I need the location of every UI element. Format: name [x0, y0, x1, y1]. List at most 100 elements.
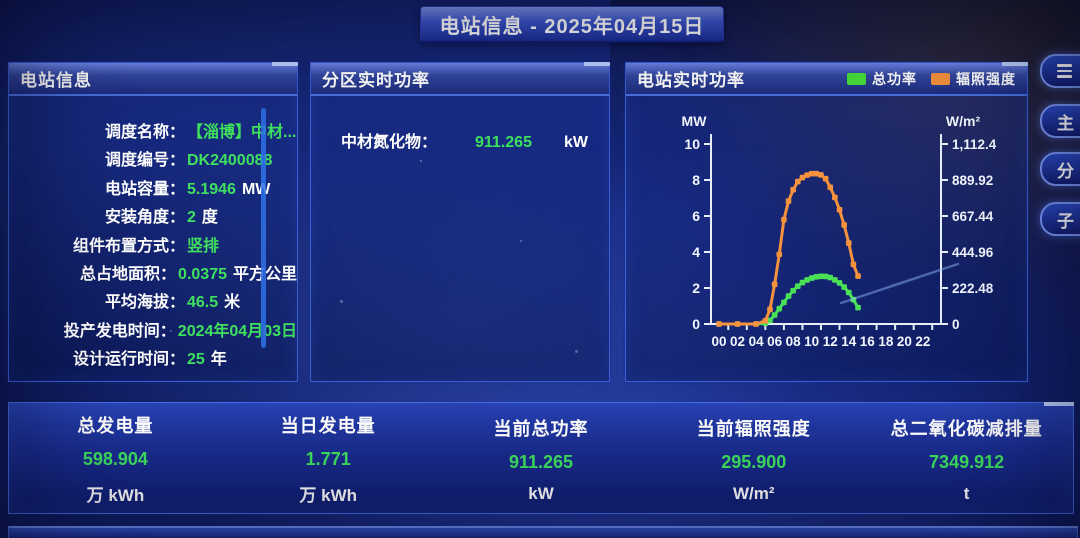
legend-swatch — [847, 72, 866, 85]
info-row-value: DK2400088 — [187, 152, 273, 170]
info-row-value: 2024年04月03日 — [177, 322, 297, 340]
station-info-header: 电站信息 — [9, 62, 298, 96]
info-row-value: 竖排 — [187, 237, 220, 255]
realtime-power-chart: MW W/m²10864201,112.4889.92667.44444.9622… — [682, 113, 997, 349]
stat-label: 当前辐照强度 — [696, 418, 811, 439]
svg-text:1,112.4: 1,112.4 — [952, 137, 997, 152]
svg-text:667.44: 667.44 — [952, 209, 994, 224]
station-info-rows: 调度名称： 【淄博】中材... 调度编号： DK2400088 电站容量： 5.1946 M… — [9, 96, 297, 374]
info-row: 总占地面积：0.0375平方公里 — [9, 260, 297, 288]
svg-text:4: 4 — [692, 244, 700, 260]
stat-value: 295.900 — [721, 451, 787, 472]
side-button-label: 主 — [1057, 113, 1074, 133]
svg-text:16: 16 — [860, 334, 876, 349]
info-row-label: 电站容量： — [104, 180, 185, 198]
info-row: 设计运行时间： 25 年 — [9, 345, 297, 373]
summary-stats-bar: 总发电量 598.904 万 kWh 当日发电量 1.771 万 kWh 当前总功率 911.… — [8, 402, 1074, 514]
stat-block: 总二氧化碳减排量 7349.912 t — [860, 403, 1073, 513]
stat-value: 1.771 — [305, 449, 351, 469]
zone-row-value: 911.265 — [475, 134, 532, 151]
stat-value: 911.265 — [508, 451, 574, 472]
svg-text:08: 08 — [786, 334, 802, 349]
info-row-value: 5.1946 — [187, 180, 236, 198]
info-row-label: 安装角度： — [104, 209, 185, 227]
legend-item[interactable]: 辐照强度 — [931, 69, 1016, 89]
stat-label: 当前总功率 — [493, 418, 589, 439]
svg-text:12: 12 — [823, 334, 838, 349]
legend-label: 总功率 — [872, 70, 917, 87]
svg-text:10: 10 — [684, 136, 700, 152]
info-row: 电站容量： 5.1946 MW — [9, 175, 297, 203]
zone-row-unit: kW — [563, 134, 588, 151]
chart-legend: 总功率 辐照强度 — [847, 69, 1016, 89]
info-row-value: 25 — [187, 351, 205, 369]
stat-unit: t — [963, 483, 970, 503]
stat-unit: W/m² — [733, 483, 775, 503]
info-row-label: 总占地面积： — [80, 265, 177, 283]
realtime-chart-header: 电站实时功率 总功率 辐照强度 — [626, 62, 1028, 96]
side-button-sub[interactable]: 子 — [1040, 202, 1080, 236]
svg-text:444.96: 444.96 — [952, 245, 994, 260]
info-row-unit: MW — [241, 180, 271, 198]
zone-row-label: 中材氮化物： — [341, 134, 438, 151]
svg-text:8: 8 — [692, 172, 700, 188]
legend-swatch — [931, 72, 950, 85]
info-row-unit: 度 — [201, 209, 218, 227]
side-button-zone[interactable]: 分 — [1040, 152, 1080, 186]
info-row: 组件布置方式： 竖排 — [9, 232, 297, 260]
station-info-panel: 电站信息 调度名称： 【淄博】中材... 调度编号： DK2400088 电站容量： 5.… — [8, 62, 298, 382]
svg-text:0: 0 — [692, 316, 700, 332]
svg-text:2: 2 — [692, 280, 700, 296]
side-button-label: 分 — [1057, 161, 1074, 181]
svg-text:6: 6 — [692, 208, 700, 224]
legend-item[interactable]: 总功率 — [847, 69, 917, 89]
zone-power-rows: 中材氮化物： 911.265 kW — [311, 96, 609, 152]
svg-text:W/m²: W/m² — [946, 113, 981, 129]
side-button-main[interactable]: 主 — [1040, 104, 1080, 138]
info-row-label: 调度编号： — [104, 152, 185, 170]
side-button-label: 子 — [1057, 211, 1074, 231]
page-title: 电站信息 - 2025年04月15日 — [420, 6, 724, 43]
info-row-value: 0.0375 — [178, 265, 227, 283]
svg-text:889.92: 889.92 — [952, 173, 993, 188]
stat-label: 当日发电量 — [280, 416, 376, 436]
zone-power-panel: 分区实时功率 中材氮化物： 911.265 kW — [310, 62, 610, 382]
scrollbar-thumb[interactable] — [261, 108, 266, 348]
info-row-label: 平均海拔： — [104, 294, 185, 312]
stat-block: 总发电量 598.904 万 kWh — [9, 403, 222, 513]
stat-label: 总发电量 — [77, 416, 154, 436]
info-row: 平均海拔： 46.5 米 — [9, 288, 297, 316]
svg-text:0: 0 — [952, 317, 960, 332]
info-row: 投产发电时间： 2024年04月03日 — [9, 317, 297, 345]
svg-text:18: 18 — [878, 334, 894, 349]
svg-text:04: 04 — [749, 334, 765, 349]
info-row-label: 调度名称： — [104, 124, 185, 141]
side-button-menu[interactable] — [1040, 54, 1080, 88]
menu-icon — [1057, 64, 1072, 78]
stat-value: 7349.912 — [929, 451, 1005, 472]
stat-unit: 万 kWh — [299, 486, 357, 505]
info-row-label: 投产发电时间： — [63, 322, 176, 340]
svg-text:14: 14 — [841, 334, 857, 349]
info-row-unit: 米 — [224, 294, 241, 312]
info-row-value: 46.5 — [187, 294, 219, 312]
next-section-header-strip — [8, 526, 1078, 538]
stat-block: 当前总功率 911.265 kW — [435, 403, 648, 513]
svg-text:02: 02 — [730, 334, 745, 349]
page-title-text: 电站信息 - 2025年04月15日 — [439, 15, 705, 38]
legend-label: 辐照强度 — [956, 70, 1016, 87]
svg-text:20: 20 — [897, 334, 912, 349]
info-row-label: 设计运行时间： — [72, 351, 185, 369]
info-row-unit: 年 — [210, 351, 227, 369]
stat-value: 598.904 — [82, 449, 148, 469]
svg-text:00: 00 — [711, 334, 726, 349]
realtime-chart-panel: 电站实时功率 总功率 辐照强度 MW W/m² 10 8 6 4 2 0 1,112.4 889.9… — [625, 62, 1028, 382]
svg-text:222.48: 222.48 — [952, 281, 994, 296]
info-row-label: 组件布置方式： — [72, 237, 185, 255]
info-row: 调度编号： DK2400088 — [9, 146, 297, 174]
info-row-value: 【淄博】中材... — [187, 124, 297, 141]
info-row: 调度名称： 【淄博】中材... — [9, 118, 297, 146]
info-row: 安装角度： 2 度 — [9, 203, 297, 231]
stat-unit: 万 kWh — [86, 486, 145, 505]
station-info-title: 电站信息 — [20, 71, 92, 90]
